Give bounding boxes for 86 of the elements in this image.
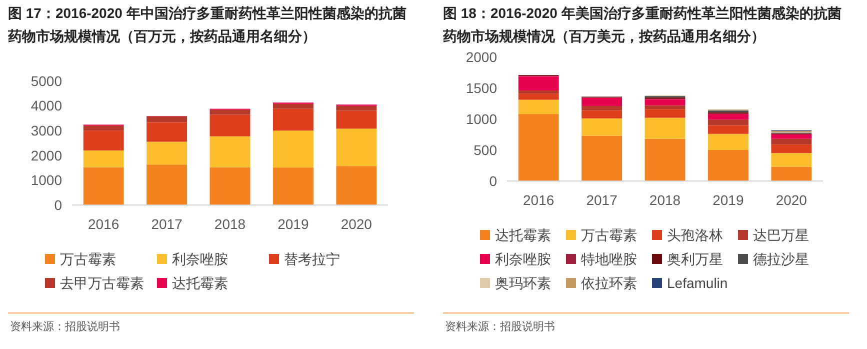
bar [582,106,622,110]
bar [644,138,686,181]
chart-title: 图 18：2016-2020 年美国治疗多重耐药性革兰阳性菌感染的抗菌药物市场规模情况（百万美元，按药品通用名细分） [442,5,842,44]
y-tick-label: 3000 [30,122,62,138]
bar [83,150,124,168]
bar [518,90,559,94]
bar [210,110,250,115]
y-tick-label: 2000 [30,147,62,164]
bar [582,98,622,106]
bar [210,136,250,168]
y-tick-label: 0 [54,196,62,213]
bar [336,128,377,166]
x-tick-label: 2017 [586,192,618,208]
legend-label: 德拉沙星 [753,250,809,267]
bar [708,120,748,126]
bar [644,99,686,106]
x-tick-label: 2018 [649,192,681,208]
legend-label: 达托霉素 [495,226,551,243]
legend-label: 达巴万星 [753,226,809,243]
y-tick-label: 1000 [30,172,62,188]
bar [272,130,314,168]
bar [771,144,812,154]
legend-label: 万古霉素 [60,250,116,267]
legend-label: 特地唑胺 [581,250,637,267]
x-tick-label: 2020 [340,216,372,232]
bar [708,125,748,134]
legend-label: 替考拉宁 [284,250,340,267]
x-tick-label: 2020 [776,192,808,208]
bar [582,118,622,136]
x-tick-label: 2018 [214,216,246,232]
bar [518,100,559,114]
bar [336,106,377,111]
bar [518,76,559,90]
y-tick-label: 5000 [30,72,62,89]
bar [518,114,559,181]
bar [272,168,314,205]
legend-label: 去甲万古霉素 [60,274,144,291]
legend-label: 头孢洛林 [667,226,723,243]
legend-label: 奥玛环素 [495,274,551,291]
bar [644,109,686,118]
bar [708,114,748,120]
bar [708,134,748,150]
bar [582,110,622,118]
bar [644,105,686,110]
bar [771,166,812,181]
y-tick-label: 0 [489,172,498,189]
bar [708,150,748,181]
bar [272,104,314,109]
x-tick-label: 2016 [523,192,554,208]
bar [336,166,377,205]
legend-label: 依拉环素 [581,274,637,291]
bar [210,167,250,205]
bar [272,108,314,131]
legend-label: 达托霉素 [172,274,228,291]
legend-label: 利奈唑胺 [495,250,551,267]
x-tick-label: 2019 [278,216,309,232]
bar [210,114,250,136]
y-tick-label: 4000 [30,98,62,114]
bar [83,167,124,205]
text: 资料来源：招股说明书 [445,320,555,333]
x-tick-label: 2019 [712,192,744,208]
legend-label: 利奈唑胺 [172,250,228,267]
y-tick-label: 1500 [466,80,498,96]
bar [146,116,188,122]
bar [582,136,622,181]
legend-label: 奥利万星 [667,250,723,267]
bar [336,110,377,129]
bar [83,126,124,131]
bar [771,153,812,167]
bar [518,94,559,100]
legend-label: 万古霉素 [581,226,637,243]
x-tick-label: 2017 [151,216,183,232]
bar [644,118,686,139]
bar [771,138,812,144]
y-tick-label: 1000 [466,110,498,127]
legend-label: Lefamulin [667,274,728,291]
bar [771,134,812,139]
x-tick-label: 2016 [88,216,120,232]
bar [83,130,124,150]
y-tick-label: 2000 [466,48,498,65]
y-tick-label: 500 [474,142,498,158]
chart-title: 图 17：2016-2020 年中国治疗多重耐药性革兰阳性菌感染的抗菌药物市场规模情况（百万元，按药品通用名细分） [7,5,406,44]
bar [146,122,188,142]
text: 资料来源：招股说明书 [10,320,120,333]
bar [146,142,188,165]
bar [146,164,188,205]
